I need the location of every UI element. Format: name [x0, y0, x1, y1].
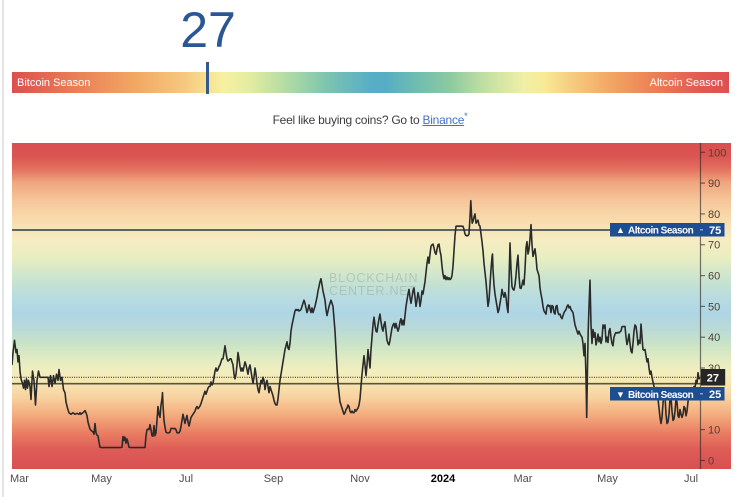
svg-text:BLOCKCHAIN: BLOCKCHAIN — [329, 271, 418, 285]
svg-text:100: 100 — [708, 147, 726, 159]
svg-text:10: 10 — [708, 425, 720, 437]
svg-text:70: 70 — [708, 240, 720, 252]
svg-text:Altcoin Season: Altcoin Season — [628, 226, 694, 237]
svg-text:▼: ▼ — [616, 389, 625, 399]
svg-text:90: 90 — [708, 178, 720, 190]
svg-text:CENTER.NET: CENTER.NET — [329, 284, 417, 298]
svg-text:Bitcoin Season: Bitcoin Season — [628, 390, 694, 401]
svg-text:0: 0 — [708, 456, 714, 468]
svg-text:27: 27 — [707, 372, 719, 384]
svg-text:80: 80 — [708, 209, 720, 221]
svg-text:50: 50 — [708, 301, 720, 313]
svg-text:25: 25 — [709, 389, 721, 401]
svg-text:60: 60 — [708, 271, 720, 283]
svg-text:75: 75 — [709, 225, 721, 237]
svg-text:▲: ▲ — [616, 225, 625, 235]
svg-text:40: 40 — [708, 332, 720, 344]
